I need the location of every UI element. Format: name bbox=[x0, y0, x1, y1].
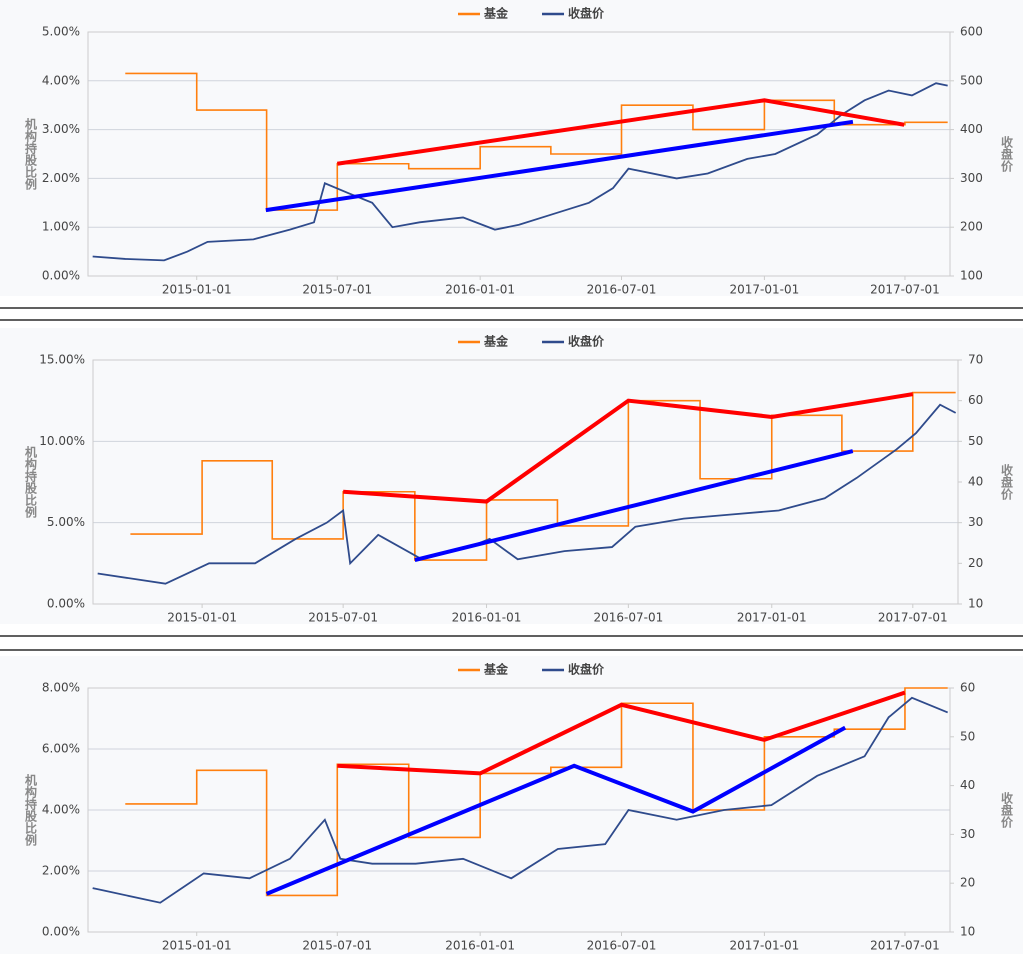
series-line bbox=[125, 72, 948, 211]
y-tick-label: 6.00% bbox=[42, 742, 80, 756]
y2-tick-label: 10 bbox=[968, 597, 983, 611]
y2-tick-label: 600 bbox=[960, 25, 983, 39]
series-line bbox=[97, 403, 957, 585]
y2-tick-label: 30 bbox=[960, 827, 975, 841]
y2-tick-label: 50 bbox=[968, 434, 983, 448]
y-tick-label: 3.00% bbox=[42, 122, 80, 136]
y-tick-label: 2.00% bbox=[42, 171, 80, 185]
trend-line bbox=[265, 119, 854, 213]
x-tick-label: 2015-07-01 bbox=[308, 611, 378, 625]
plot-frame bbox=[92, 359, 959, 605]
trend-line bbox=[337, 690, 906, 776]
y2-tick-label: 50 bbox=[960, 729, 975, 743]
y2-tick-label: 400 bbox=[960, 122, 983, 136]
y2-tick-label: 200 bbox=[960, 220, 983, 234]
plot-bg bbox=[0, 328, 1023, 624]
y2-tick-label: 60 bbox=[960, 681, 975, 695]
y2-tick-label: 500 bbox=[960, 73, 983, 87]
x-tick-label: 2015-07-01 bbox=[302, 283, 372, 297]
y2-tick-label: 40 bbox=[960, 778, 975, 792]
y2-axis-label: 收盘价 bbox=[1000, 135, 1014, 173]
y2-axis-label: 收盘价 bbox=[1000, 463, 1014, 501]
y-tick-label: 4.00% bbox=[42, 803, 80, 817]
y-tick-label: 1.00% bbox=[42, 220, 80, 234]
y-tick-label: 4.00% bbox=[42, 73, 80, 87]
trend-line bbox=[265, 725, 847, 896]
legend-label: 收盘价 bbox=[568, 6, 605, 21]
x-tick-label: 2016-07-01 bbox=[593, 611, 663, 625]
x-tick-label: 2016-07-01 bbox=[587, 283, 657, 297]
y2-axis-label: 收盘价 bbox=[1000, 791, 1014, 829]
y2-tick-label: 60 bbox=[968, 393, 983, 407]
y-axis-label: 机构持股比例 bbox=[24, 445, 38, 519]
y2-tick-label: 300 bbox=[960, 171, 983, 185]
series-line bbox=[92, 696, 949, 904]
series-line bbox=[130, 391, 956, 561]
x-tick-label: 2017-01-01 bbox=[730, 939, 800, 953]
trend-line bbox=[343, 392, 914, 504]
legend-label: 收盘价 bbox=[568, 662, 605, 677]
y2-tick-label: 20 bbox=[960, 876, 975, 890]
y2-tick-label: 100 bbox=[960, 269, 983, 283]
y-tick-label: 2.00% bbox=[42, 864, 80, 878]
y-tick-label: 5.00% bbox=[42, 25, 80, 39]
x-tick-label: 2015-01-01 bbox=[162, 283, 232, 297]
x-tick-label: 2016-01-01 bbox=[452, 611, 522, 625]
legend-label: 收盘价 bbox=[568, 334, 605, 349]
y-tick-label: 8.00% bbox=[42, 681, 80, 695]
y-axis-label: 机构持股比例 bbox=[24, 117, 38, 191]
plot-frame bbox=[87, 31, 951, 277]
x-tick-label: 2017-01-01 bbox=[737, 611, 807, 625]
x-tick-label: 2015-01-01 bbox=[167, 611, 237, 625]
y2-tick-label: 40 bbox=[968, 475, 983, 489]
y-tick-label: 15.00% bbox=[39, 353, 85, 367]
y-tick-label: 0.00% bbox=[42, 269, 80, 283]
x-tick-label: 2017-07-01 bbox=[870, 283, 940, 297]
y2-tick-label: 70 bbox=[968, 353, 983, 367]
y-tick-label: 10.00% bbox=[39, 434, 85, 448]
x-tick-label: 2016-01-01 bbox=[445, 939, 515, 953]
y2-tick-label: 20 bbox=[968, 556, 983, 570]
x-tick-label: 2015-01-01 bbox=[162, 939, 232, 953]
y-tick-label: 0.00% bbox=[47, 597, 85, 611]
trend-line bbox=[336, 98, 905, 166]
plot-bg bbox=[0, 0, 1023, 296]
legend-label: 基金 bbox=[483, 662, 509, 677]
trend-line bbox=[414, 449, 854, 563]
x-tick-label: 2017-07-01 bbox=[870, 939, 940, 953]
x-tick-label: 2017-07-01 bbox=[878, 611, 948, 625]
x-tick-label: 2015-07-01 bbox=[302, 939, 372, 953]
y-axis-label: 机构持股比例 bbox=[24, 773, 38, 847]
y-tick-label: 5.00% bbox=[47, 515, 85, 529]
plot-bg bbox=[0, 656, 1023, 954]
plot-frame bbox=[87, 687, 951, 933]
x-tick-label: 2017-01-01 bbox=[730, 283, 800, 297]
x-tick-label: 2016-01-01 bbox=[445, 283, 515, 297]
x-tick-label: 2016-07-01 bbox=[587, 939, 657, 953]
legend-label: 基金 bbox=[483, 6, 509, 21]
y-tick-label: 0.00% bbox=[42, 925, 80, 939]
y2-tick-label: 10 bbox=[960, 925, 975, 939]
y2-tick-label: 30 bbox=[968, 515, 983, 529]
legend-label: 基金 bbox=[483, 334, 509, 349]
